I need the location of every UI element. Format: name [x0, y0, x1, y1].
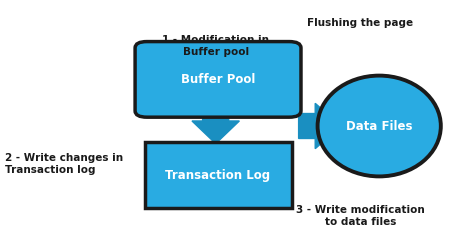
FancyBboxPatch shape: [145, 142, 292, 208]
Text: Buffer Pool: Buffer Pool: [181, 73, 255, 86]
Text: 3 - Write modification
to data files: 3 - Write modification to data files: [296, 205, 425, 227]
Text: Transaction Log: Transaction Log: [165, 169, 271, 182]
Text: Data Files: Data Files: [346, 119, 412, 133]
FancyArrow shape: [192, 111, 239, 144]
Text: 1 - Modification in
Buffer pool: 1 - Modification in Buffer pool: [162, 35, 269, 57]
Text: Flushing the page: Flushing the page: [307, 18, 413, 28]
FancyBboxPatch shape: [135, 42, 301, 117]
Ellipse shape: [318, 76, 441, 176]
Text: 2 - Write changes in
Transaction log: 2 - Write changes in Transaction log: [5, 153, 123, 175]
Polygon shape: [299, 103, 341, 149]
